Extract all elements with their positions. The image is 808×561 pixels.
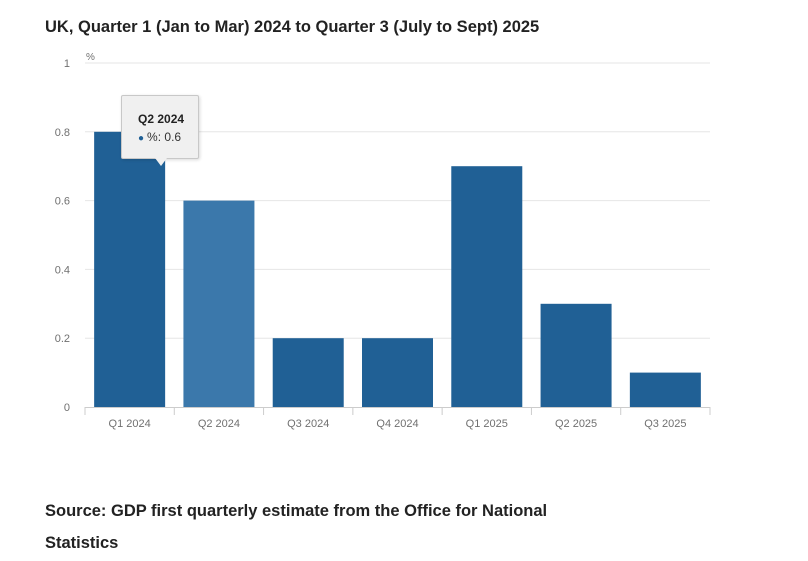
- tooltip-value: 0.6: [164, 130, 182, 144]
- y-tick-label: 0.8: [55, 127, 70, 139]
- y-tick-label: 0.6: [55, 196, 70, 208]
- y-tick-label: 1: [64, 58, 70, 70]
- x-tick-label: Q1 2024: [109, 418, 151, 430]
- bar-q4-2024[interactable]: [362, 338, 433, 407]
- x-tick-label: Q1 2025: [466, 418, 508, 430]
- bar-q1-2024[interactable]: [94, 131, 166, 408]
- y-tick-label: 0.4: [55, 264, 70, 276]
- series-dot-icon: ●: [138, 133, 145, 144]
- y-tick-label: 0: [64, 402, 70, 414]
- bar-q3-2024[interactable]: [272, 338, 344, 407]
- tooltip-pointer: [155, 158, 167, 166]
- x-tick-label: Q3 2025: [644, 418, 686, 430]
- x-axis: [84, 407, 711, 415]
- chart-title: UK, Quarter 1 (Jan to Mar) 2024 to Quart…: [45, 18, 540, 36]
- y-tick-label: 0.2: [55, 333, 70, 345]
- tooltip-row: ●%: 0.6: [138, 130, 181, 144]
- bar-tooltip: Q2 2024 ●%: 0.6: [121, 95, 199, 166]
- tooltip-title: Q2 2024: [138, 112, 185, 126]
- source-note: Source: GDP first quarterly estimate fro…: [45, 502, 548, 552]
- x-tick-label: Q3 2024: [287, 418, 329, 430]
- x-axis-ticks: Q1 2024 Q2 2024 Q3 2024 Q4 2024 Q1 2025 Q2 20…: [109, 418, 687, 430]
- x-tick-label: Q4 2024: [376, 418, 418, 430]
- bar-q1-2025[interactable]: [451, 166, 523, 407]
- y-axis-unit-label: %: [86, 52, 95, 63]
- bar-q2-2024[interactable]: [183, 200, 255, 407]
- x-tick-label: Q2 2024: [198, 418, 240, 430]
- tooltip-series-label: %:: [147, 130, 162, 144]
- y-axis-ticks: 0 0.2 0.4 0.6 0.8 1: [55, 58, 70, 414]
- bar-chart: 0 0.2 0.4 0.6 0.8 1 % Q1 2024 Q2 2024 Q3 2024 Q4…: [55, 52, 711, 430]
- x-tick-label: Q2 2025: [555, 418, 597, 430]
- bar-q2-2025[interactable]: [540, 303, 612, 407]
- bars: [94, 131, 701, 408]
- bar-q3-2025[interactable]: [629, 372, 701, 407]
